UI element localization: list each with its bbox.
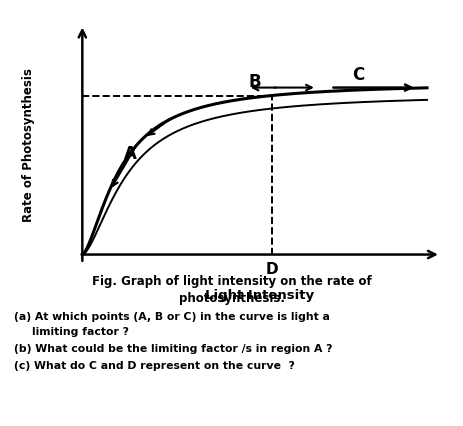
Text: Light Intensity: Light Intensity: [205, 288, 314, 301]
Text: B: B: [248, 72, 260, 90]
Text: (c) What do C and D represent on the curve  ?: (c) What do C and D represent on the cur…: [14, 360, 294, 370]
Text: limiting factor ?: limiting factor ?: [32, 326, 129, 336]
Text: Fig. Graph of light intensity on the rate of: Fig. Graph of light intensity on the rat…: [92, 275, 371, 288]
Text: A: A: [124, 145, 137, 163]
Text: (a) At which points (A, B or C) in the curve is light a: (a) At which points (A, B or C) in the c…: [14, 311, 329, 321]
Text: photosynthesis.: photosynthesis.: [179, 292, 284, 305]
Text: (b) What could be the limiting factor /s in region A ?: (b) What could be the limiting factor /s…: [14, 343, 332, 353]
Text: D: D: [265, 261, 278, 276]
Text: Rate of Photosynthesis: Rate of Photosynthesis: [22, 68, 35, 222]
Text: C: C: [351, 66, 363, 83]
